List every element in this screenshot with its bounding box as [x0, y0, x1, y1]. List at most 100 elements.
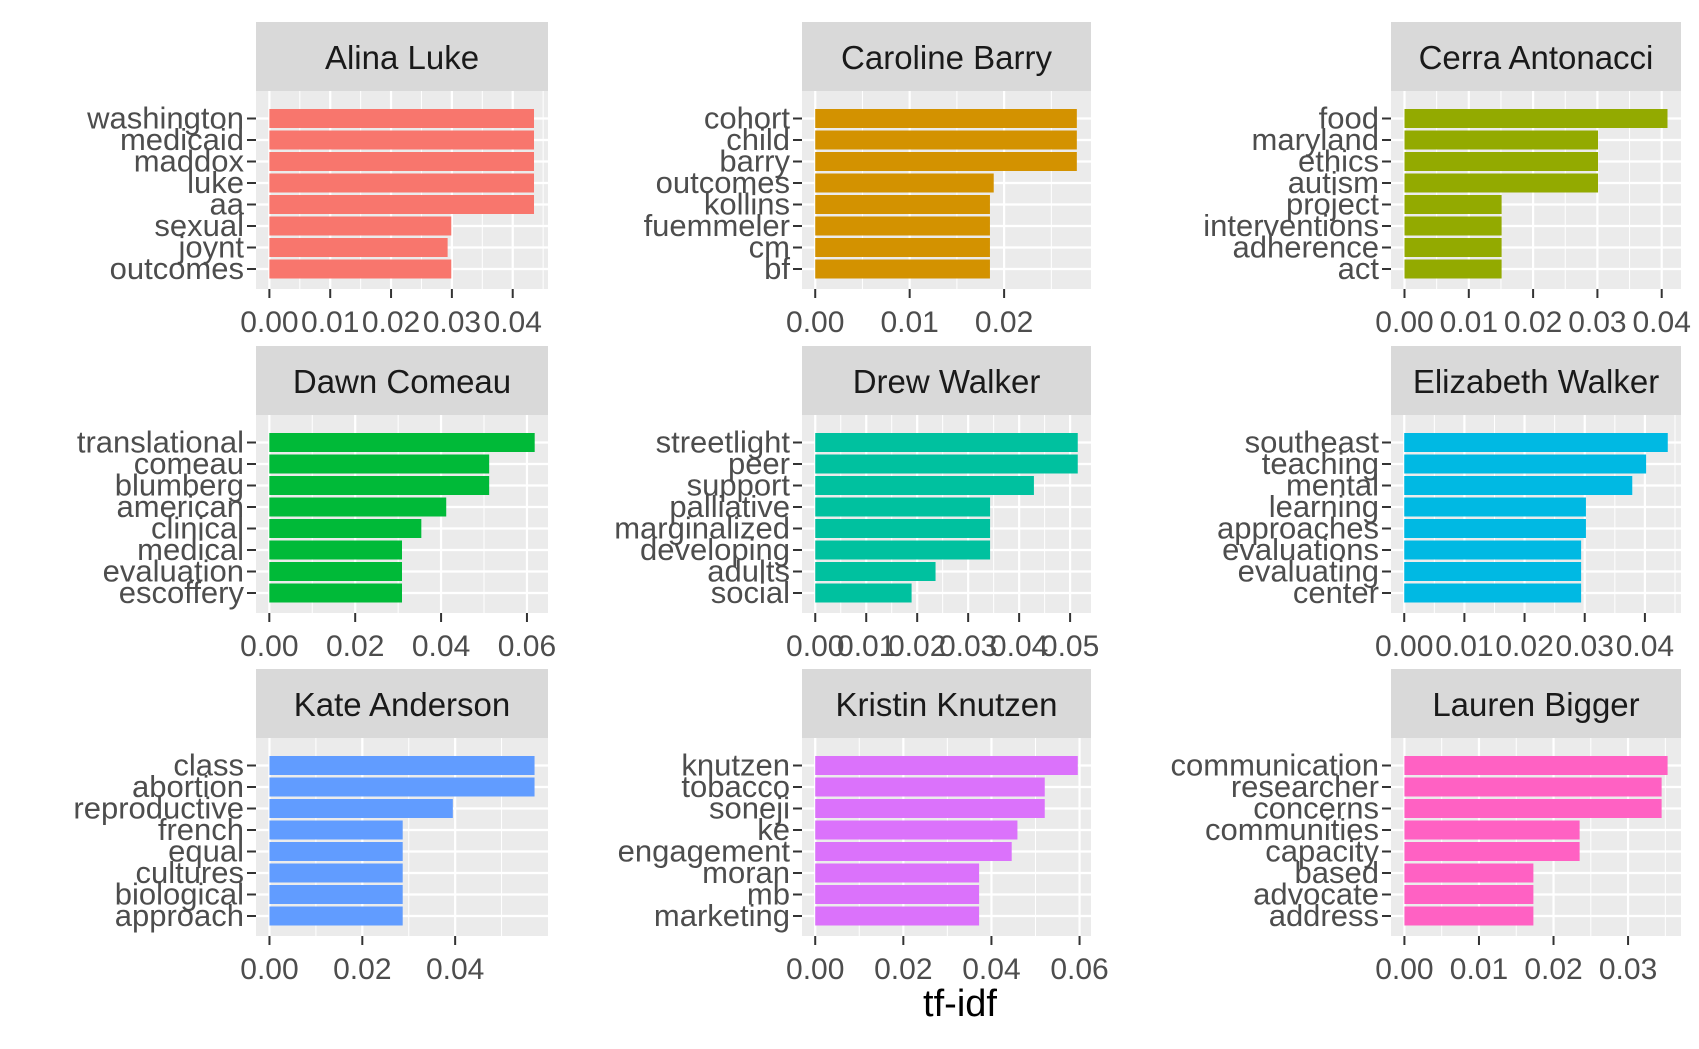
bar-project [1404, 195, 1502, 214]
category-label: ethics [1298, 144, 1379, 179]
category-label: medical [137, 532, 244, 567]
facet-title: Kristin Knutzen [836, 686, 1058, 723]
category-label: soneji [709, 791, 790, 826]
x-tick-label: 0.03 [1599, 953, 1657, 986]
facet-title: Drew Walker [853, 363, 1041, 400]
bar-center [1404, 583, 1582, 603]
category-label: joynt [178, 230, 245, 265]
facet-panel: Alina Luke washingtonmedicaidmaddoxlukeaa… [86, 22, 548, 339]
x-tick-label: 0.01 [1435, 630, 1493, 663]
x-tick-label: 0.02 [326, 630, 384, 663]
x-tick-label: 0.03 [939, 630, 997, 663]
bar-child [815, 130, 1077, 150]
bar-cm [815, 238, 990, 257]
x-tick-label: 0.03 [1568, 306, 1626, 339]
category-label: communities [1205, 812, 1379, 847]
category-label: social [711, 575, 790, 610]
bar-food [1404, 109, 1668, 128]
category-label: maddox [134, 144, 245, 179]
category-label: comeau [134, 446, 244, 481]
bar-reproductive [269, 799, 453, 818]
bar-evaluation [269, 562, 402, 581]
category-label: cm [749, 230, 790, 265]
category-label: bf [764, 251, 790, 286]
bar-outcomes [269, 259, 452, 279]
category-label: outcomes [656, 165, 790, 200]
bar-marginalized [815, 519, 991, 538]
x-tick-label: 0.03 [423, 306, 481, 339]
category-label: reproductive [73, 791, 244, 826]
category-label: center [1293, 575, 1379, 610]
facet-title: Caroline Barry [841, 39, 1052, 76]
bar-american [269, 497, 447, 517]
facet-strip [256, 346, 548, 415]
x-tick-label: 0.01 [1450, 953, 1508, 986]
bar-capacity [1404, 842, 1580, 861]
bar-mental [1404, 476, 1633, 495]
category-label: clinical [151, 511, 244, 546]
x-tick-label: 0.00 [786, 306, 844, 339]
category-label: cultures [135, 855, 244, 890]
category-label: maryland [1252, 122, 1380, 157]
facet-panel: Drew Walker streetlightpeersupportpalliat… [614, 346, 1099, 663]
bar-teaching [1404, 454, 1647, 474]
x-tick-label: 0.03 [1556, 630, 1614, 663]
bar-social [815, 583, 912, 603]
category-label: adherence [1232, 230, 1379, 265]
category-label: barry [719, 144, 790, 179]
bar-advocate [1404, 885, 1534, 904]
category-label: adults [707, 554, 790, 589]
x-tick-label: 0.02 [975, 306, 1033, 339]
facet-title: Elizabeth Walker [1413, 363, 1659, 400]
bar-based [1404, 863, 1534, 883]
bar-medical [269, 540, 402, 560]
category-label: streetlight [656, 425, 791, 460]
facet-strip [1391, 669, 1681, 738]
facet-panel: Kristin Knutzen knutzentobaccosonejikeeng… [618, 669, 1109, 986]
bar-blumberg [269, 476, 490, 495]
bar-tobacco [815, 777, 1045, 797]
category-label: marginalized [614, 511, 790, 546]
x-tick-label: 0.00 [1375, 953, 1433, 986]
x-tick-label: 0.01 [301, 306, 359, 339]
category-label: food [1319, 101, 1379, 136]
category-label: outcomes [110, 251, 244, 286]
category-label: aa [210, 187, 245, 222]
category-label: abortion [132, 769, 244, 804]
facet-strip [1391, 346, 1681, 415]
bar-approaches [1404, 519, 1586, 538]
x-tick-label: 0.00 [240, 306, 298, 339]
category-label: autism [1288, 165, 1379, 200]
bar-kollins [815, 195, 990, 214]
x-tick-label: 0.02 [888, 630, 946, 663]
bar-mb [815, 885, 980, 904]
category-label: developing [640, 532, 790, 567]
category-label: moran [702, 855, 790, 890]
category-label: luke [187, 165, 244, 200]
facet-strip [802, 669, 1091, 738]
category-label: ke [757, 812, 790, 847]
bar-aa [269, 195, 535, 214]
bar-abortion [269, 777, 535, 797]
bar-barry [815, 152, 1077, 171]
bar-researcher [1404, 777, 1662, 797]
bar-approach [269, 906, 403, 926]
category-label: advocate [1253, 877, 1379, 912]
facet-title: Cerra Antonacci [1419, 39, 1654, 76]
category-label: medicaid [120, 122, 244, 157]
category-label: sexual [154, 208, 244, 243]
facet-panel: Caroline Barry cohortchildbarryoutcomesko… [644, 22, 1091, 339]
facet-panel: Kate Anderson classabortionreproductivefr… [73, 669, 548, 986]
category-label: communication [1171, 748, 1379, 783]
category-label: evaluations [1222, 532, 1379, 567]
bar-washington [269, 109, 535, 128]
category-label: based [1295, 855, 1379, 890]
category-label: equal [168, 834, 244, 869]
facet-strip [802, 346, 1091, 415]
bar-maddox [269, 152, 535, 171]
x-tick-label: 0.00 [1375, 630, 1433, 663]
bar-support [815, 476, 1034, 495]
x-tick-label: 0.02 [333, 953, 391, 986]
x-tick-label: 0.04 [412, 630, 470, 663]
category-label: cohort [704, 101, 791, 136]
